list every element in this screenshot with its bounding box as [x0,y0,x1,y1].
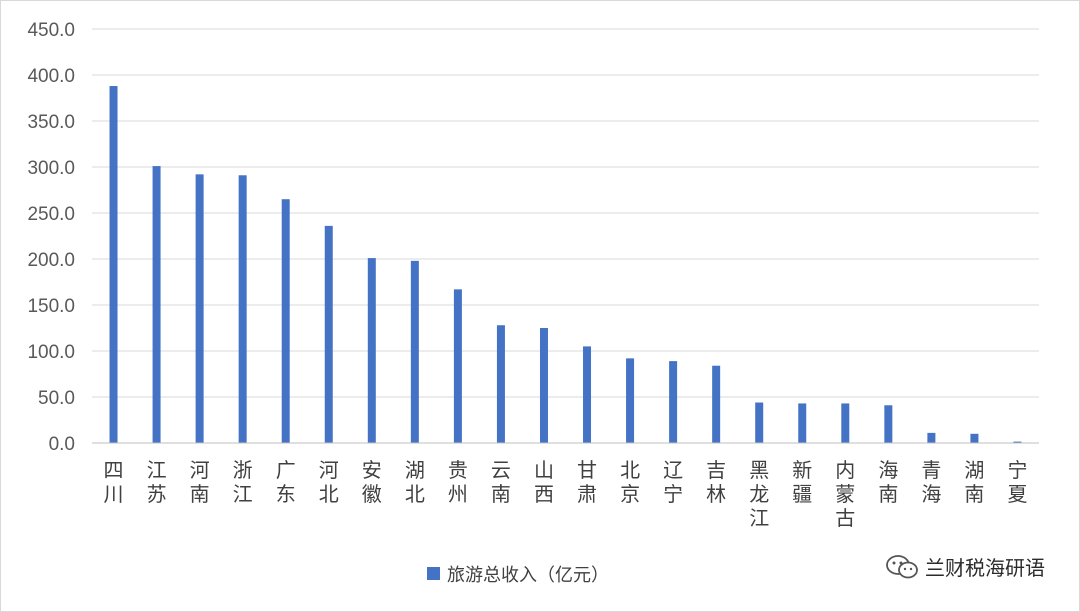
bar [410,260,419,443]
bar [238,175,247,443]
category-label: 宁夏 [1007,458,1027,506]
bar [195,174,204,444]
category-label: 湖南 [964,458,984,506]
y-tick-label: 450.0 [27,20,75,41]
category-label: 黑龙江 [749,458,769,530]
bar [712,365,721,443]
bar [496,325,505,443]
y-tick-label: 50.0 [38,388,75,409]
bar [109,86,118,443]
bar [583,346,592,443]
category-label: 河北 [319,458,339,506]
wechat-icon [886,554,918,578]
bar [884,405,893,443]
watermark-text: 兰财税海研语 [925,556,1045,580]
category-label: 贵州 [448,458,468,506]
legend-label: 旅游总收入（亿元） [447,565,609,586]
category-label: 北京 [620,458,640,506]
category-label: 四川 [104,458,124,506]
y-tick-label: 150.0 [27,296,75,317]
category-label: 新疆 [792,458,812,506]
category-label: 辽宁 [663,458,683,506]
bar [281,199,290,443]
gridlines [92,28,1039,398]
category-label: 海南 [878,458,898,506]
y-tick-label: 400.0 [27,66,75,87]
bar [1013,441,1022,443]
bar [324,225,333,443]
category-label: 内蒙古 [835,458,855,530]
category-label: 江苏 [147,458,167,506]
category-label: 吉林 [706,458,726,506]
bar [841,403,850,443]
category-label: 青海 [921,458,941,506]
bar [453,289,462,443]
bar [798,403,807,443]
category-label: 甘肃 [577,458,597,506]
bar [669,361,678,443]
category-label: 云南 [491,458,511,506]
y-tick-label: 200.0 [27,250,75,271]
legend: 旅游总收入（亿元） [427,565,609,586]
category-label: 山西 [534,458,554,506]
legend-swatch [427,567,440,580]
bar [626,358,635,443]
bar [152,166,161,443]
category-label: 浙江 [233,458,253,506]
y-tick-label: 350.0 [27,112,75,133]
y-tick-label: 0.0 [49,434,75,455]
category-label: 广东 [276,458,296,506]
bar [970,433,979,443]
bar [755,402,764,443]
watermark: 兰财税海研语 [885,552,1045,581]
category-label: 湖北 [405,458,425,506]
bars [109,86,1022,444]
y-tick-label: 250.0 [27,204,75,225]
y-tick-label: 300.0 [27,158,75,179]
bar [367,258,376,443]
y-axis-ticks: 0.0 50.0 100.0 150.0 200.0 250.0 300.0 350.0 400… [27,20,75,455]
category-label: 安徽 [362,458,382,506]
y-tick-label: 100.0 [27,342,75,363]
category-label: 河南 [190,458,210,506]
bar [927,432,936,443]
bar [539,328,548,443]
